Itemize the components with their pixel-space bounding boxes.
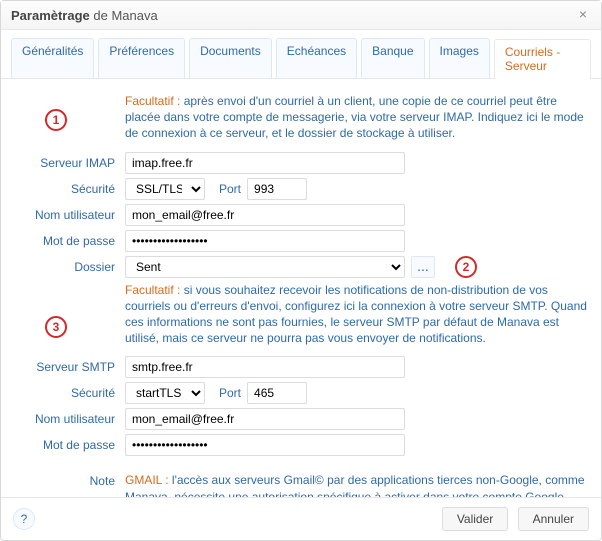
browse-folder-button[interactable]: ... <box>411 256 435 278</box>
callout-3: 3 <box>45 316 67 338</box>
cancel-button[interactable]: Annuler <box>518 507 589 531</box>
label-imap-security: Sécurité <box>15 182 125 196</box>
titlebar: Paramètrage de Manava × <box>1 1 601 30</box>
smtp-help-prefix: Facultatif : <box>125 283 180 297</box>
imap-folder-select[interactable]: Sent <box>125 256 405 278</box>
imap-server-input[interactable] <box>125 152 405 174</box>
imap-security-select[interactable]: SSL/TLS <box>125 178 205 200</box>
tab-pr-f-rences[interactable]: Préférences <box>98 38 185 78</box>
window-title-sub: de Manava <box>90 8 158 23</box>
tab-bar: GénéralitésPréférencesDocumentsEchéances… <box>1 30 601 79</box>
callout-1: 1 <box>45 109 67 131</box>
settings-dialog: Paramètrage de Manava × GénéralitésPréfé… <box>0 0 602 541</box>
smtp-help-text: Facultatif : si vous souhaitez recevoir … <box>125 282 587 347</box>
label-note: Note <box>15 472 125 488</box>
imap-user-input[interactable] <box>125 204 405 226</box>
footer-buttons: Valider Annuler <box>436 512 589 526</box>
label-imap-server: Serveur IMAP <box>15 156 125 170</box>
smtp-port-input[interactable] <box>247 382 307 404</box>
label-smtp-user: Nom utilisateur <box>15 412 125 426</box>
imap-port-input[interactable] <box>247 178 307 200</box>
imap-help-text: Facultatif : après envoi d'un courriel à… <box>125 93 587 142</box>
help-button[interactable]: ? <box>13 508 35 530</box>
dialog-footer: ? Valider Annuler <box>1 497 601 540</box>
callout-2: 2 <box>455 256 477 278</box>
note-body: l'accès aux serveurs Gmail© par des appl… <box>125 473 585 497</box>
imap-help-prefix: Facultatif : <box>125 94 180 108</box>
label-smtp-security: Sécurité <box>15 386 125 400</box>
tab-g-n-ralit-s[interactable]: Généralités <box>11 38 94 78</box>
tab-banque[interactable]: Banque <box>361 38 424 78</box>
smtp-help-body: si vous souhaitez recevoir les notificat… <box>125 283 587 346</box>
label-imap-port: Port <box>219 182 241 196</box>
window-title-main: Paramètrage <box>11 8 90 23</box>
tab-courriels-serveur[interactable]: Courriels - Serveur <box>494 39 591 79</box>
label-smtp-server: Serveur SMTP <box>15 360 125 374</box>
label-imap-user: Nom utilisateur <box>15 208 125 222</box>
imap-help-body: après envoi d'un courriel à un client, u… <box>125 94 584 140</box>
label-smtp-pass: Mot de passe <box>15 438 125 452</box>
tab-images[interactable]: Images <box>429 38 490 78</box>
imap-pass-input[interactable] <box>125 230 405 252</box>
smtp-security-select[interactable]: startTLS <box>125 382 205 404</box>
label-imap-pass: Mot de passe <box>15 234 125 248</box>
close-icon[interactable]: × <box>575 7 591 23</box>
smtp-pass-input[interactable] <box>125 434 405 456</box>
tab-ech-ances[interactable]: Echéances <box>276 38 357 78</box>
window-title: Paramètrage de Manava <box>11 8 158 23</box>
label-imap-folder: Dossier <box>15 260 125 274</box>
label-smtp-port: Port <box>219 386 241 400</box>
smtp-server-input[interactable] <box>125 356 405 378</box>
note-prefix: GMAIL : <box>125 473 169 487</box>
smtp-user-input[interactable] <box>125 408 405 430</box>
tab-documents[interactable]: Documents <box>189 38 272 78</box>
ok-button[interactable]: Valider <box>442 507 508 531</box>
tab-content: 1 Facultatif : après envoi d'un courriel… <box>1 79 601 497</box>
